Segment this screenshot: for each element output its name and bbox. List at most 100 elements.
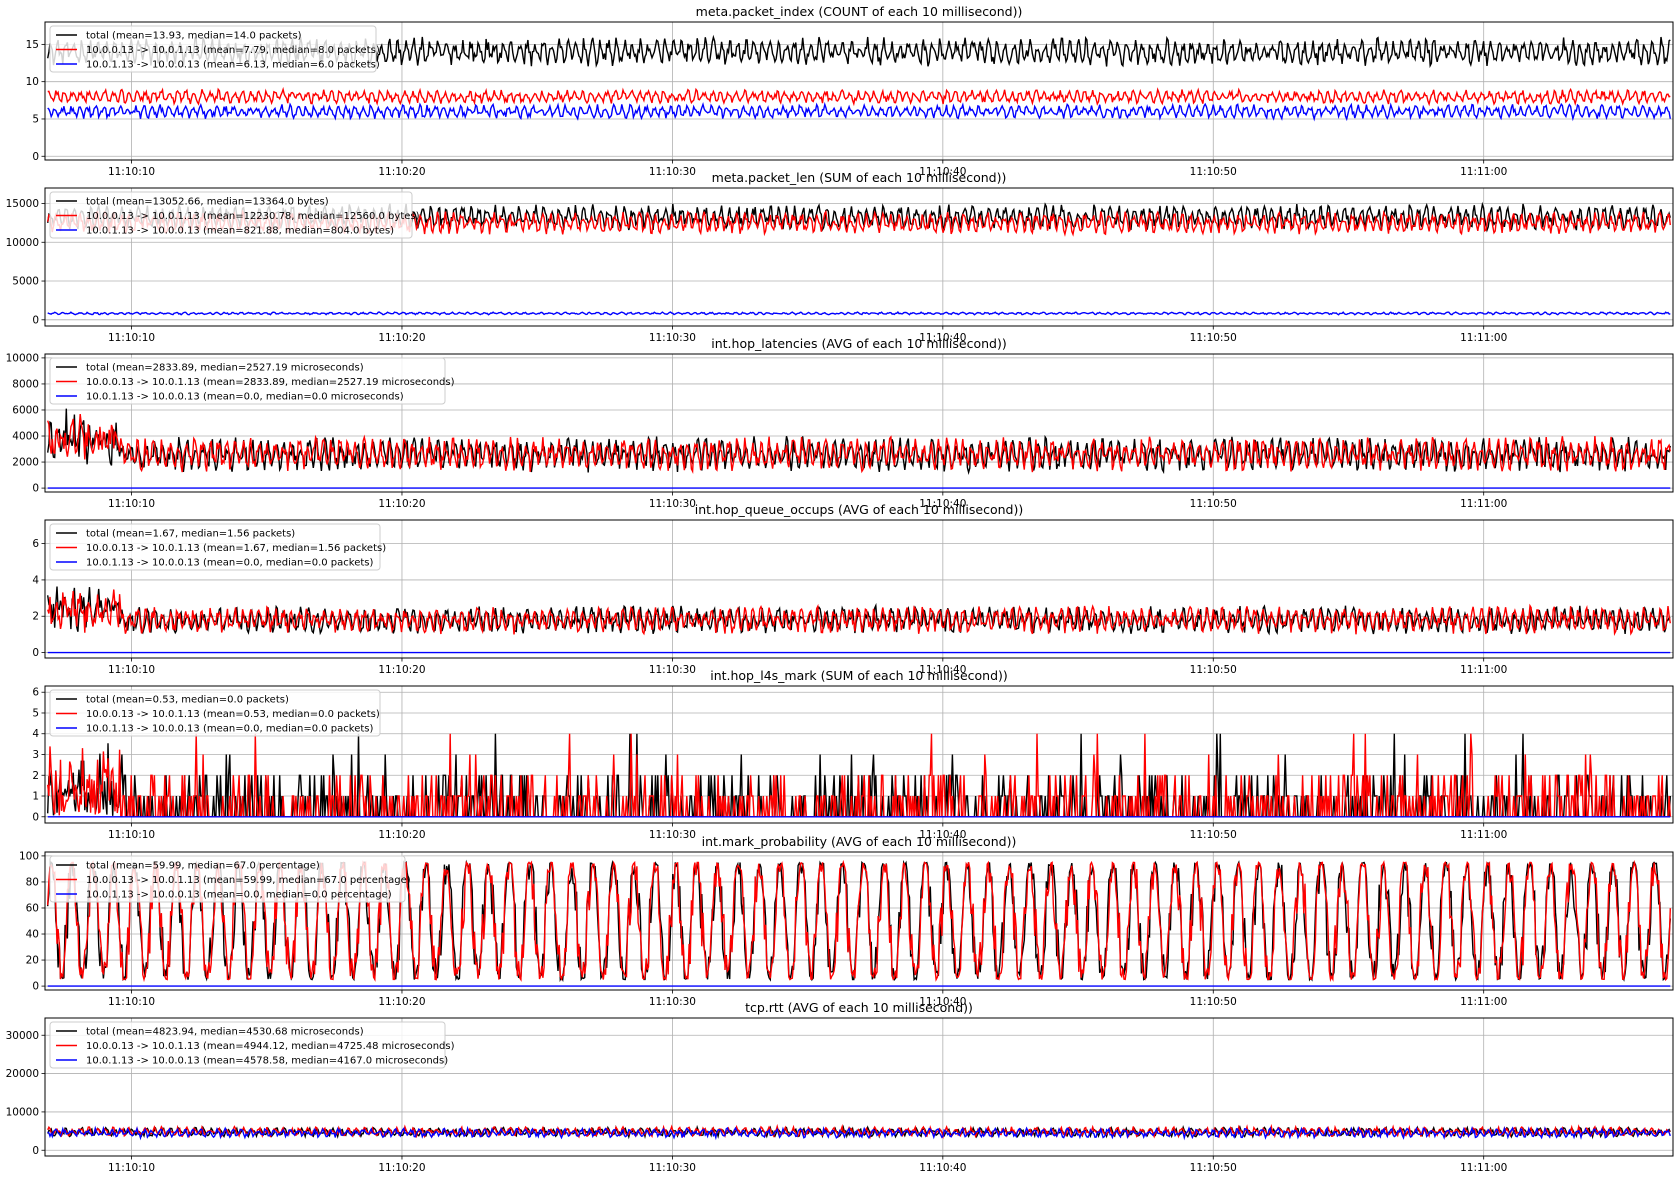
y-tick-label: 4000 xyxy=(12,431,39,443)
x-tick-label: 11:11:00 xyxy=(1460,1162,1507,1174)
y-tick-label: 10000 xyxy=(6,237,39,249)
x-tick-label: 11:10:30 xyxy=(649,498,696,510)
legend-box xyxy=(49,1021,446,1069)
x-tick-label: 11:10:50 xyxy=(1190,1162,1237,1174)
legend-entry: 10.0.0.13 -> 10.0.1.13 (mean=0.53, media… xyxy=(86,709,380,720)
legend-entry: 10.0.1.13 -> 10.0.0.13 (mean=821.88, med… xyxy=(86,226,394,237)
y-tick-label: 5 xyxy=(32,113,39,125)
y-tick-label: 30000 xyxy=(6,1030,39,1042)
series-line-2 xyxy=(47,86,1671,107)
chart-panel-2: meta.packet_len (SUM of each 10 millisec… xyxy=(6,170,1674,344)
x-tick-label: 11:10:50 xyxy=(1190,664,1237,676)
chart-panel-3: int.hop_latencies (AVG of each 10 millis… xyxy=(6,336,1674,510)
legend-entry: 10.0.0.13 -> 10.0.1.13 (mean=59.99, medi… xyxy=(86,875,411,886)
legend: total (mean=2833.89, median=2527.19 micr… xyxy=(49,357,455,405)
x-tick-label: 11:10:20 xyxy=(378,1162,425,1174)
x-tick-label: 11:10:10 xyxy=(108,829,155,841)
series-line-3 xyxy=(47,101,1671,122)
legend-entry: total (mean=0.53, median=0.0 packets) xyxy=(86,695,289,706)
x-tick-label: 11:10:40 xyxy=(919,829,966,841)
legend: total (mean=13052.66, median=13364.0 byt… xyxy=(49,191,420,239)
x-tick-label: 11:10:10 xyxy=(108,996,155,1008)
chart-panel-1: meta.packet_index (COUNT of each 10 mill… xyxy=(26,4,1674,178)
chart-title: meta.packet_index (COUNT of each 10 mill… xyxy=(696,4,1023,19)
x-tick-label: 11:10:10 xyxy=(108,166,155,178)
x-tick-label: 11:10:40 xyxy=(919,1162,966,1174)
x-tick-label: 11:10:10 xyxy=(108,498,155,510)
y-tick-label: 0 xyxy=(32,483,39,495)
series-line-2 xyxy=(47,859,1671,983)
y-tick-label: 10 xyxy=(26,76,39,88)
legend-box xyxy=(49,689,381,737)
legend-entry: 10.0.0.13 -> 10.0.1.13 (mean=4944.12, me… xyxy=(86,1041,455,1052)
series-line-2 xyxy=(47,733,1671,818)
y-tick-label: 80 xyxy=(26,876,39,888)
legend-entry: 10.0.1.13 -> 10.0.0.13 (mean=0.0, median… xyxy=(86,724,373,735)
x-tick-label: 11:10:50 xyxy=(1190,332,1237,344)
legend-box xyxy=(49,357,446,405)
x-tick-label: 11:10:40 xyxy=(919,498,966,510)
x-tick-label: 11:10:30 xyxy=(649,166,696,178)
legend-entry: 10.0.1.13 -> 10.0.0.13 (mean=4578.58, me… xyxy=(86,1056,448,1067)
y-tick-label: 0 xyxy=(32,314,39,326)
legend-box xyxy=(49,855,406,903)
y-tick-label: 5 xyxy=(32,707,39,719)
x-tick-label: 11:10:20 xyxy=(378,664,425,676)
x-tick-label: 11:10:40 xyxy=(919,166,966,178)
legend-box xyxy=(49,523,381,571)
legend-entry: total (mean=59.99, median=67.0 percentag… xyxy=(86,861,320,872)
legend-entry: total (mean=1.67, median=1.56 packets) xyxy=(86,529,295,540)
legend-box xyxy=(49,25,377,73)
axes-frame xyxy=(44,353,1674,493)
y-tick-label: 0 xyxy=(32,1145,39,1157)
legend-entry: 10.0.1.13 -> 10.0.0.13 (mean=0.0, median… xyxy=(86,890,392,901)
y-tick-label: 1 xyxy=(32,791,39,803)
legend-entry: 10.0.0.13 -> 10.0.1.13 (mean=7.79, media… xyxy=(86,45,380,56)
chart-title: tcp.rtt (AVG of each 10 millisecond)) xyxy=(745,1000,973,1015)
chart-title: int.hop_queue_occups (AVG of each 10 mil… xyxy=(695,502,1023,517)
y-tick-label: 2000 xyxy=(12,457,39,469)
x-tick-label: 11:11:00 xyxy=(1460,498,1507,510)
x-tick-label: 11:11:00 xyxy=(1460,332,1507,344)
x-tick-label: 11:10:30 xyxy=(649,664,696,676)
series-line-3 xyxy=(47,1125,1671,1141)
legend-box xyxy=(49,191,413,239)
x-tick-label: 11:10:20 xyxy=(378,332,425,344)
x-tick-label: 11:11:00 xyxy=(1460,996,1507,1008)
x-tick-label: 11:11:00 xyxy=(1460,829,1507,841)
legend-entry: total (mean=2833.89, median=2527.19 micr… xyxy=(86,363,364,374)
y-tick-label: 0 xyxy=(32,647,39,659)
x-tick-label: 11:10:50 xyxy=(1190,498,1237,510)
x-tick-label: 11:10:30 xyxy=(649,1162,696,1174)
axes-frame xyxy=(44,519,1674,659)
x-tick-label: 11:11:00 xyxy=(1460,166,1507,178)
y-tick-label: 2 xyxy=(32,770,39,782)
y-tick-label: 8000 xyxy=(12,378,39,390)
chart-panel-7: tcp.rtt (AVG of each 10 millisecond)) 0 10… xyxy=(6,1000,1674,1174)
x-tick-label: 11:10:30 xyxy=(649,332,696,344)
chart-panel-6: int.mark_probability (AVG of each 10 mil… xyxy=(19,834,1674,1008)
legend-entry: 10.0.0.13 -> 10.0.1.13 (mean=1.67, media… xyxy=(86,543,386,554)
series-line-2 xyxy=(47,414,1671,474)
x-tick-label: 11:10:10 xyxy=(108,664,155,676)
y-tick-label: 0 xyxy=(32,981,39,993)
y-tick-label: 0 xyxy=(32,811,39,823)
x-tick-label: 11:10:50 xyxy=(1190,166,1237,178)
legend-entry: 10.0.1.13 -> 10.0.0.13 (mean=0.0, median… xyxy=(86,392,404,403)
legend: total (mean=0.53, median=0.0 packets) 10.… xyxy=(49,689,381,737)
axes-frame xyxy=(44,1017,1674,1157)
x-tick-label: 11:10:20 xyxy=(378,166,425,178)
x-tick-label: 11:10:40 xyxy=(919,332,966,344)
x-tick-label: 11:10:30 xyxy=(649,996,696,1008)
axes-frame xyxy=(44,21,1674,161)
y-tick-label: 3 xyxy=(32,749,39,761)
legend-entry: total (mean=13052.66, median=13364.0 byt… xyxy=(86,197,329,208)
y-tick-label: 10000 xyxy=(6,352,39,364)
y-tick-label: 15 xyxy=(26,39,39,51)
x-tick-label: 11:10:30 xyxy=(649,829,696,841)
y-tick-label: 6 xyxy=(32,538,39,550)
legend: total (mean=4823.94, median=4530.68 micr… xyxy=(49,1021,455,1069)
y-tick-label: 0 xyxy=(32,151,39,163)
axes-frame xyxy=(44,851,1674,991)
